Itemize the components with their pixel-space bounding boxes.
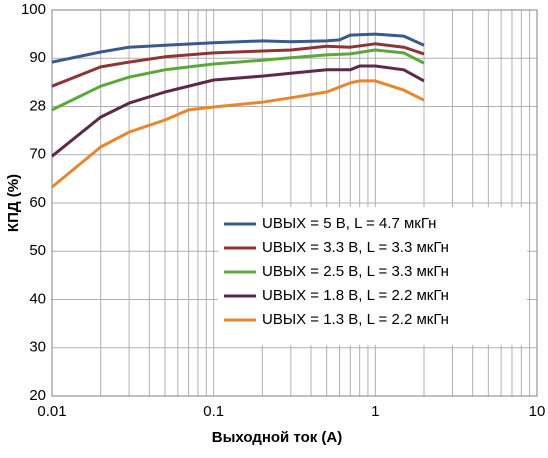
y-axis-label: КПД (%) bbox=[5, 174, 22, 232]
y-tick-label: 40 bbox=[29, 290, 46, 307]
x-tick-label: 10 bbox=[529, 403, 546, 420]
data-line bbox=[51, 79, 425, 189]
y-tick-label: 30 bbox=[29, 339, 46, 356]
plot-frame bbox=[51, 9, 538, 397]
y-tick-label: 20 bbox=[29, 387, 46, 404]
x-tick-label: 1 bbox=[371, 403, 379, 420]
y-tick-label: 90 bbox=[29, 49, 46, 66]
legend-label: UВЫХ = 1.3 В, L = 2.2 мкГн bbox=[262, 311, 449, 328]
x-tick-label: 0.1 bbox=[203, 403, 224, 420]
x-axis-label: Выходной ток (А) bbox=[212, 429, 343, 446]
y-tick-label: 100 bbox=[21, 1, 46, 18]
y-tick-label: 50 bbox=[29, 242, 46, 259]
legend-label: UВЫХ = 5 В, L = 4.7 мкГн bbox=[262, 215, 436, 232]
legend-label: UВЫХ = 1.8 В, L = 2.2 мкГн bbox=[262, 287, 449, 304]
y-tick-label: 60 bbox=[29, 194, 46, 211]
legend-box bbox=[218, 207, 527, 345]
data-line bbox=[51, 42, 425, 88]
y-tick-label: 70 bbox=[29, 146, 46, 163]
data-line bbox=[51, 48, 425, 112]
legend-label: UВЫХ = 2.5 В, L = 3.3 мкГн bbox=[262, 263, 449, 280]
legend-label: UВЫХ = 3.3 В, L = 3.3 мкГн bbox=[262, 239, 449, 256]
x-tick-label: 0.01 bbox=[37, 403, 66, 420]
data-line bbox=[51, 32, 425, 64]
y-tick-label: 28 bbox=[29, 97, 46, 114]
data-line bbox=[51, 64, 425, 158]
